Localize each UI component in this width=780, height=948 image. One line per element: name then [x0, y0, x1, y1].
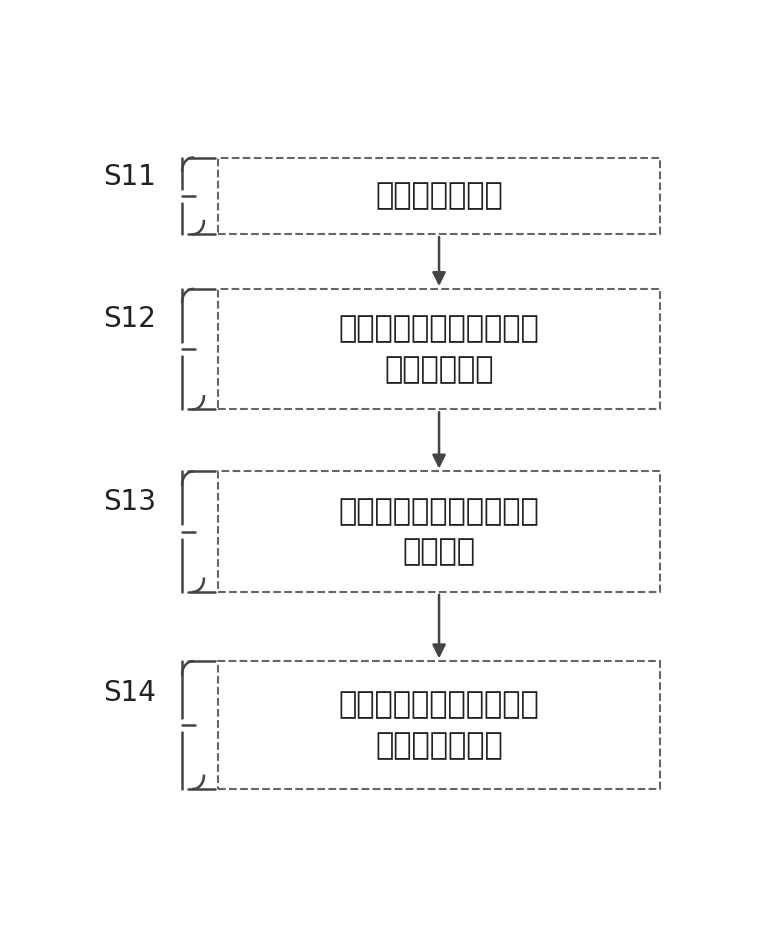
Text: 分配数据优先级: 分配数据优先级 [375, 181, 503, 210]
FancyBboxPatch shape [218, 662, 660, 789]
Text: S12: S12 [104, 305, 157, 333]
FancyBboxPatch shape [218, 289, 660, 410]
Text: S14: S14 [104, 679, 157, 707]
FancyBboxPatch shape [218, 157, 660, 234]
Text: 按各队列的传输时间间隔
传输数据: 按各队列的传输时间间隔 传输数据 [339, 497, 540, 566]
Text: S11: S11 [104, 163, 157, 191]
Text: 将同一优先级别的数据添
加到同一队列: 将同一优先级别的数据添 加到同一队列 [339, 315, 540, 384]
Text: 通讯设备将接收到的数据
包发送到接收端: 通讯设备将接收到的数据 包发送到接收端 [339, 690, 540, 760]
FancyBboxPatch shape [218, 471, 660, 592]
Text: S13: S13 [104, 487, 157, 516]
